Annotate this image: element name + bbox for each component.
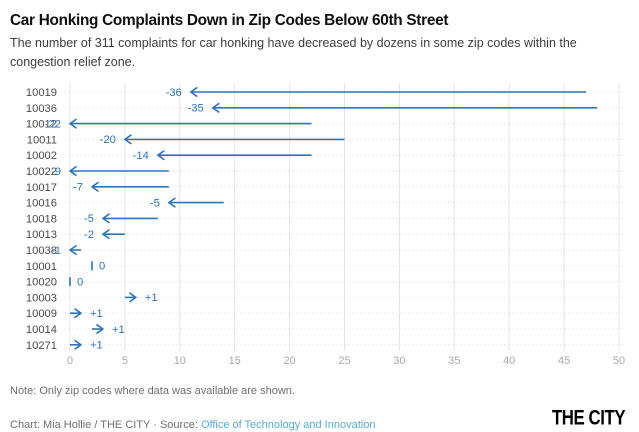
zip-label: 10038 (26, 245, 57, 257)
arrow-head (157, 149, 165, 160)
zip-label: 10019 (26, 87, 57, 99)
zip-label: 10012 (26, 118, 57, 130)
x-tick-label: 35 (448, 355, 460, 367)
chart-credit: Chart: Mia Hollie / THE CITY · Source: O… (10, 419, 375, 431)
x-tick-label: 20 (283, 355, 295, 367)
arrow-head (168, 197, 176, 208)
x-tick-label: 30 (393, 355, 405, 367)
x-tick-label: 5 (122, 355, 128, 367)
change-label: +1 (90, 339, 103, 351)
arrow-head (124, 133, 132, 144)
zip-label: 10013 (26, 229, 57, 241)
zip-label: 10271 (26, 339, 57, 351)
arrow-head (102, 228, 110, 239)
change-label: 0 (77, 276, 83, 288)
x-tick-label: 0 (67, 355, 73, 367)
zip-label: 10017 (26, 181, 57, 193)
change-label: -1 (51, 244, 61, 256)
x-tick-label: 10 (174, 355, 186, 367)
source-link[interactable]: Office of Technology and Innovation (200, 418, 376, 431)
change-label: -36 (166, 86, 182, 98)
x-tick-label: 25 (338, 355, 350, 367)
arrow-head (74, 339, 82, 350)
zip-label: 10011 (27, 134, 57, 146)
chart-title: Car Honking Complaints Down in Zip Codes… (10, 12, 449, 29)
chart-subtitle: The number of 311 complaints for car hon… (10, 36, 577, 69)
arrow-head (211, 102, 220, 113)
credit-row: Chart: Mia Hollie / THE CITY · Source: O… (10, 405, 626, 431)
arrow-head (91, 181, 99, 192)
change-label: +1 (145, 292, 158, 304)
zip-label: 10014 (26, 324, 57, 336)
x-tick-label: 45 (558, 355, 570, 367)
x-tick-label: 40 (503, 355, 515, 367)
the-city-logo: THE CITY (551, 405, 626, 430)
change-label: -20 (100, 134, 116, 146)
zip-label: 10018 (26, 213, 57, 225)
arrow-head (69, 244, 77, 255)
change-label: +1 (112, 323, 125, 335)
credit-text: Chart: Mia Hollie / THE CITY · Source: (10, 418, 201, 431)
arrow-head (69, 165, 77, 176)
arrow-head (74, 307, 82, 318)
change-label: +1 (90, 308, 103, 320)
arrow-head (69, 118, 77, 129)
zip-label: 10016 (26, 197, 57, 209)
arrow-head (102, 212, 110, 223)
change-label: -5 (84, 213, 94, 225)
arrow-head (96, 323, 104, 334)
zip-label: 10002 (26, 150, 57, 162)
zip-label: 10036 (26, 102, 57, 114)
x-tick-label: 15 (229, 355, 241, 367)
zip-label: 10001 (26, 260, 57, 272)
arrow-chart: 0 5 10 15 20 25 30 35 40 45 50 10019 -36 10036 -35 1001… (26, 82, 625, 367)
zip-label: 10022 (26, 166, 57, 178)
change-label: -22 (45, 118, 61, 130)
change-label: -7 (73, 181, 83, 193)
change-label: -9 (51, 165, 61, 177)
change-label: -5 (150, 197, 160, 209)
chart-note: Note: Only zip codes where data was avai… (10, 384, 295, 397)
zip-label: 10020 (26, 276, 57, 288)
zip-label: 10009 (26, 308, 57, 320)
arrow-head (189, 86, 198, 97)
zip-label: 10003 (26, 292, 57, 304)
x-tick-label: 50 (613, 355, 625, 367)
arrow-head (129, 291, 137, 302)
change-label: -35 (188, 102, 204, 114)
change-label: -2 (84, 229, 94, 241)
change-label: 0 (99, 260, 105, 272)
change-label: -14 (133, 150, 149, 162)
